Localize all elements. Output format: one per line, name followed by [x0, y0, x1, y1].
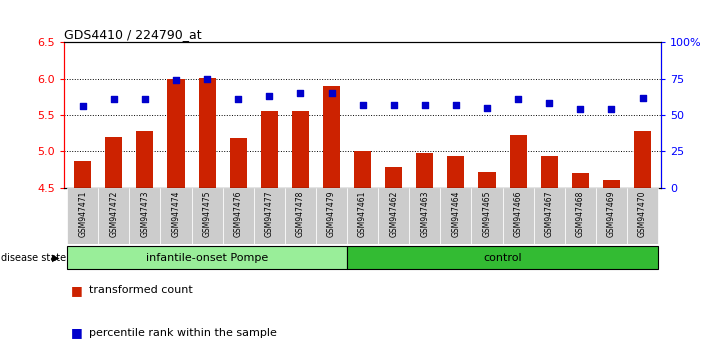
FancyBboxPatch shape — [316, 188, 347, 244]
Text: GSM947462: GSM947462 — [389, 190, 398, 237]
Point — [201, 76, 213, 81]
Point — [294, 90, 306, 96]
FancyBboxPatch shape — [440, 188, 471, 244]
Bar — [385, 167, 402, 188]
Bar — [261, 112, 278, 188]
Point — [108, 96, 119, 102]
Bar — [230, 138, 247, 188]
Text: GSM947464: GSM947464 — [451, 190, 461, 237]
Bar — [603, 179, 620, 188]
Text: GSM947466: GSM947466 — [513, 190, 523, 237]
FancyBboxPatch shape — [129, 188, 161, 244]
Text: percentile rank within the sample: percentile rank within the sample — [89, 328, 277, 338]
Point — [637, 95, 648, 101]
FancyBboxPatch shape — [534, 188, 565, 244]
Text: GSM947473: GSM947473 — [140, 190, 149, 237]
Point — [170, 78, 181, 83]
Text: GDS4410 / 224790_at: GDS4410 / 224790_at — [64, 28, 202, 41]
Text: disease state: disease state — [1, 253, 67, 263]
Bar — [292, 112, 309, 188]
FancyBboxPatch shape — [503, 188, 534, 244]
Point — [450, 102, 461, 108]
Text: GSM947476: GSM947476 — [234, 190, 242, 237]
FancyBboxPatch shape — [285, 188, 316, 244]
Text: GSM947463: GSM947463 — [420, 190, 429, 237]
Bar — [572, 173, 589, 188]
Point — [419, 102, 430, 108]
Text: GSM947478: GSM947478 — [296, 190, 305, 237]
Text: GSM947470: GSM947470 — [638, 190, 647, 237]
Bar — [74, 161, 91, 188]
Bar — [167, 79, 185, 188]
Bar — [634, 131, 651, 188]
FancyBboxPatch shape — [254, 188, 285, 244]
Bar — [510, 135, 527, 188]
Point — [77, 103, 88, 109]
Point — [139, 96, 151, 102]
Point — [543, 101, 555, 106]
FancyBboxPatch shape — [223, 188, 254, 244]
Text: GSM947475: GSM947475 — [203, 190, 212, 237]
Text: GSM947467: GSM947467 — [545, 190, 554, 237]
Point — [357, 102, 368, 108]
Text: GSM947469: GSM947469 — [607, 190, 616, 237]
FancyBboxPatch shape — [67, 188, 98, 244]
Text: infantile-onset Pompe: infantile-onset Pompe — [146, 252, 268, 263]
FancyBboxPatch shape — [161, 188, 191, 244]
Text: GSM947461: GSM947461 — [358, 190, 367, 237]
FancyBboxPatch shape — [191, 188, 223, 244]
FancyBboxPatch shape — [596, 188, 627, 244]
Point — [232, 96, 244, 102]
Text: GSM947479: GSM947479 — [327, 190, 336, 237]
FancyBboxPatch shape — [98, 188, 129, 244]
Text: transformed count: transformed count — [89, 285, 193, 295]
Text: ■: ■ — [71, 284, 83, 297]
Bar — [416, 153, 434, 188]
Bar — [323, 86, 340, 188]
Point — [481, 105, 493, 110]
FancyBboxPatch shape — [347, 188, 378, 244]
Text: control: control — [483, 252, 522, 263]
Bar — [540, 156, 558, 188]
Point — [513, 96, 524, 102]
Bar — [105, 137, 122, 188]
Point — [388, 102, 400, 108]
Text: ▶: ▶ — [52, 253, 60, 263]
Bar — [354, 150, 371, 188]
Text: GSM947472: GSM947472 — [109, 190, 118, 237]
Text: GSM947477: GSM947477 — [264, 190, 274, 237]
FancyBboxPatch shape — [67, 246, 347, 269]
Point — [606, 107, 617, 112]
Text: GSM947468: GSM947468 — [576, 190, 585, 237]
Point — [326, 90, 337, 96]
Text: ■: ■ — [71, 326, 83, 339]
Bar — [479, 172, 496, 188]
Bar — [198, 78, 215, 188]
FancyBboxPatch shape — [347, 246, 658, 269]
FancyBboxPatch shape — [410, 188, 440, 244]
Text: GSM947474: GSM947474 — [171, 190, 181, 237]
FancyBboxPatch shape — [378, 188, 410, 244]
Point — [574, 107, 586, 112]
Bar — [137, 131, 154, 188]
FancyBboxPatch shape — [565, 188, 596, 244]
FancyBboxPatch shape — [471, 188, 503, 244]
Text: GSM947465: GSM947465 — [483, 190, 491, 237]
Bar — [447, 156, 464, 188]
Point — [264, 93, 275, 99]
FancyBboxPatch shape — [627, 188, 658, 244]
Text: GSM947471: GSM947471 — [78, 190, 87, 237]
